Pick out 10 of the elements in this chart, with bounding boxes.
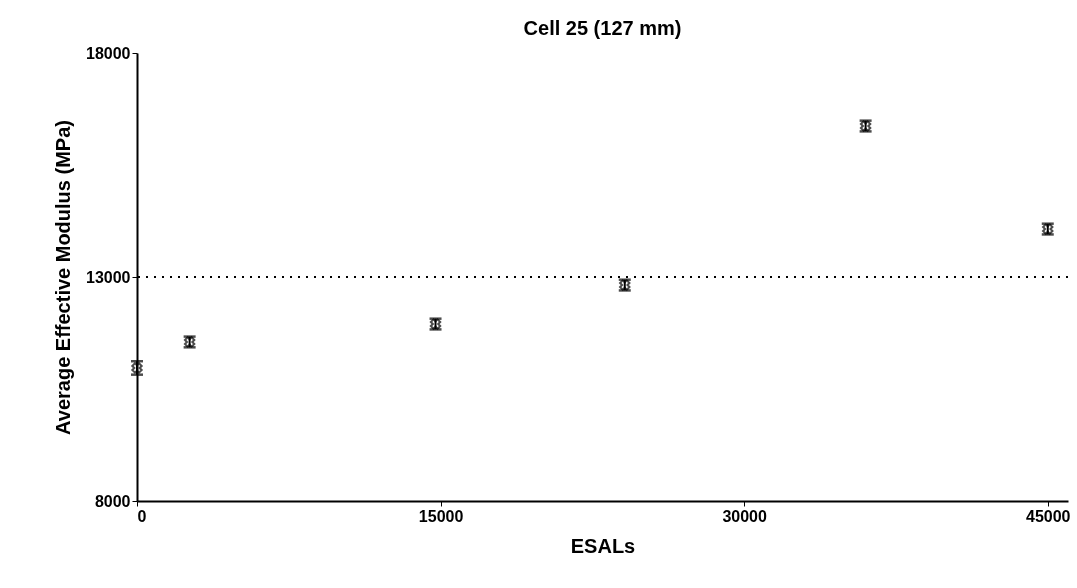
x-tick-label: 30000 — [722, 507, 768, 525]
y-tick-label: 18000 — [86, 44, 131, 62]
x-tick-label: 0 — [137, 507, 147, 525]
chart-title: Cell 25 (127 mm) — [523, 17, 682, 39]
y-tick-label: 13000 — [86, 268, 131, 286]
y-tick-label: 8000 — [94, 492, 131, 510]
x-tick-label: 15000 — [418, 507, 464, 525]
x-tick-label: 45000 — [1026, 507, 1071, 525]
y-axis-title: Average Effective Modulus (MPa) — [52, 120, 75, 435]
x-axis-title: ESALs — [570, 534, 636, 557]
